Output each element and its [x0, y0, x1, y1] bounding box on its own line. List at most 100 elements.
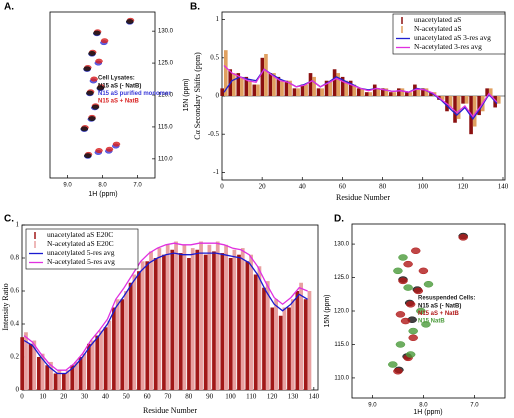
bar — [397, 88, 401, 96]
x-tick-label: 120 — [267, 393, 278, 401]
legend-label: N-acetylated aS — [414, 24, 462, 33]
bar — [287, 307, 291, 390]
legend-label: N15 aS (- NatB) — [418, 304, 461, 310]
legend-title: Cell Lysates: — [98, 76, 135, 82]
peak — [112, 141, 121, 147]
peak — [96, 85, 105, 91]
bar — [464, 96, 469, 104]
y-axis-label: Cα Secondary Shifts (ppm) — [193, 52, 202, 140]
legend-label: N15 aS purified monomer — [98, 91, 171, 97]
bar — [308, 73, 313, 96]
bar — [348, 80, 353, 96]
bar — [170, 249, 175, 390]
y-tick-label: 0.6 — [10, 287, 19, 295]
y-tick-label: 110.0 — [334, 376, 349, 382]
bar — [128, 282, 133, 390]
bar — [178, 253, 183, 390]
bar — [421, 88, 425, 96]
bar — [364, 92, 369, 96]
bar — [328, 80, 332, 96]
y-axis-label: 15N (ppm) — [183, 78, 190, 111]
bar — [107, 320, 112, 390]
x-tick-label: 8.0 — [98, 183, 107, 189]
bar — [253, 274, 258, 390]
bar — [45, 365, 50, 390]
peak — [403, 260, 413, 268]
bar — [496, 96, 501, 104]
bar — [232, 249, 237, 390]
legend-label: N15 NatB — [418, 319, 445, 325]
bar — [352, 84, 357, 96]
bar — [53, 373, 58, 390]
bar — [248, 80, 252, 96]
bar — [153, 258, 158, 390]
bar — [165, 244, 170, 390]
peak — [100, 38, 109, 44]
peak — [95, 148, 103, 153]
bar — [40, 353, 45, 390]
y-tick-label: 0.4 — [10, 320, 19, 328]
x-tick-label: 120 — [458, 183, 469, 191]
bar — [280, 80, 284, 96]
peak — [84, 153, 92, 159]
peak — [408, 334, 418, 342]
bar — [103, 327, 108, 390]
x-tick-label: 100 — [417, 183, 428, 191]
bar — [376, 88, 381, 96]
peak — [86, 90, 94, 96]
peak — [403, 284, 413, 291]
y-axis-label: 15N (ppm) — [324, 294, 331, 327]
peak — [411, 247, 421, 255]
legend-box — [25, 228, 139, 270]
bar — [336, 73, 341, 96]
bar — [195, 249, 200, 390]
bar — [307, 291, 312, 390]
bar — [488, 88, 493, 96]
legend-label: N-acetylated aS E20C — [47, 239, 114, 248]
bar — [32, 340, 37, 390]
bar — [228, 258, 233, 390]
bar — [124, 291, 128, 390]
y-tick-label: 1 — [16, 221, 20, 229]
bar — [140, 261, 145, 390]
x-tick-label: 20 — [259, 183, 267, 191]
y-tick-label: 0.2 — [10, 353, 19, 361]
x-tick-label: 90 — [206, 393, 214, 401]
bar — [274, 299, 278, 390]
y-tick-label: 115.0 — [158, 125, 173, 131]
bar — [65, 370, 70, 390]
bar — [477, 96, 481, 116]
bar — [265, 281, 270, 390]
x-axis-label: Residue Number — [336, 193, 390, 202]
bar — [332, 69, 337, 96]
x-tick-label: 100 — [225, 393, 236, 401]
x-tick-label: 0 — [20, 393, 24, 401]
bar — [392, 92, 397, 96]
x-tick-label: 7.0 — [470, 403, 479, 409]
peak — [400, 317, 411, 325]
x-tick-label: 130 — [288, 393, 299, 401]
bar — [240, 76, 244, 96]
y-axis-label: Intensity Ratio — [1, 283, 10, 330]
x-tick-label: 9.0 — [368, 403, 377, 409]
bar — [380, 88, 385, 96]
x-tick-label: 10 — [39, 393, 47, 401]
bar — [295, 291, 300, 390]
bar — [372, 84, 377, 96]
y-tick-label: 130.0 — [334, 242, 350, 248]
bar — [24, 332, 28, 390]
y-tick-label: 125.0 — [158, 61, 174, 67]
peak — [398, 277, 408, 285]
bar — [456, 96, 461, 119]
bar — [224, 244, 228, 390]
bar — [49, 361, 53, 390]
x-tick-label: 8.0 — [419, 403, 428, 409]
bar — [70, 365, 75, 390]
x-tick-label: 140 — [309, 393, 320, 401]
bar — [472, 96, 477, 127]
x-tick-label: 7.0 — [133, 183, 142, 189]
bar — [384, 88, 389, 96]
peak — [95, 58, 103, 64]
bar — [262, 287, 266, 390]
bar — [278, 315, 283, 390]
